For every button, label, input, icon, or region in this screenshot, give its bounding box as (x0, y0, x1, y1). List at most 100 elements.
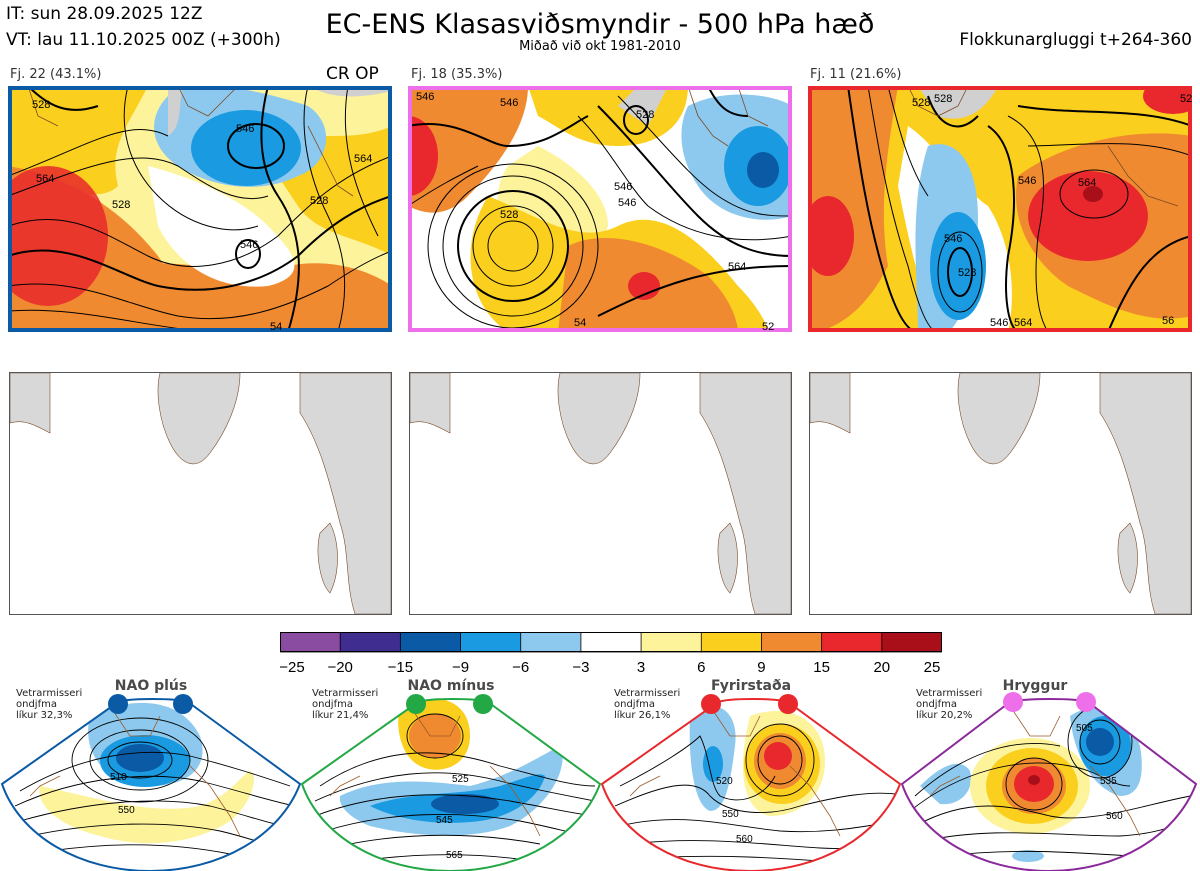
chart-subtitle: Miðað við okt 1981-2010 (519, 39, 681, 54)
regime-nao-plus: NAO plús Vetrarmisseri ondjfma líkur 32,… (0, 676, 302, 871)
colorbar-swatch (399, 632, 462, 653)
cluster-map-3-svg: 528 528 546 564 546 528 546 564 56 52 (808, 86, 1192, 332)
cluster-3-contour-label: 528 (912, 97, 930, 109)
regime-1-frame (0, 698, 302, 871)
regime-2-map: 525 545 565 (300, 694, 602, 871)
regime-1-contour-label-1: 510 (110, 772, 127, 783)
regime-4-contour-label-2: 535 (1100, 776, 1117, 787)
cluster-3-contour-label: 564 (1078, 177, 1096, 189)
regime-3-marker-left (701, 694, 721, 714)
chart-title: EC-ENS Klasasviðsmyndir - 500 hPa hæð (325, 9, 875, 40)
colorbar-tick-label: −3 (572, 659, 589, 676)
cluster-2-contour-label: 528 (636, 109, 654, 121)
cluster-1-contour-label: 546 (240, 239, 258, 251)
regime-3-note-line-1: Vetrarmisseri (614, 688, 681, 699)
cluster-3-contour-label: 52 (1180, 93, 1192, 105)
regime-3-name: Fyrirstaða (710, 678, 792, 694)
regime-2-note-line-3: líkur 21,4% (312, 710, 369, 721)
cluster-3-label: Fj. 11 (21.6%) (810, 67, 902, 82)
regime-3-map: 520 550 560 (600, 694, 902, 871)
cluster-3-frame (808, 86, 1192, 332)
regime-2-note: Vetrarmisseri ondjfma líkur 21,4% (312, 688, 378, 721)
colorbar-swatch (821, 632, 883, 653)
regime-4-name: Hryggur (1002, 678, 1068, 694)
regime-1-marker-left (108, 694, 128, 714)
regime-2-contour-label-2: 545 (436, 815, 453, 826)
cluster-3-contour-label: 528 (958, 267, 976, 279)
regime-2-note-line-2: ondjfma (312, 699, 353, 710)
regime-2-note-line-1: Vetrarmisseri (312, 688, 379, 699)
regime-1-note-line-3: líkur 32,3% (16, 710, 73, 721)
initial-time: IT: sun 28.09.2025 12Z (6, 4, 203, 24)
cluster-2-contour-label: 546 (614, 181, 632, 193)
regime-2-frame (300, 698, 602, 871)
cluster-1-label: Fj. 22 (43.1%) (10, 67, 102, 82)
regime-1-map: 510 550 (0, 694, 302, 871)
empty-map-2 (409, 372, 792, 615)
colorbar-swatch (460, 632, 522, 653)
cluster-2-contour-label: 546 (500, 97, 518, 109)
regime-blocking: Fyrirstaða Vetrarmisseri ondjfma líkur 2… (600, 676, 902, 871)
regime-4-contour-label-1: 505 (1076, 723, 1093, 734)
regime-nao-minus: NAO mínus Vetrarmisseri ondjfma líkur 21… (300, 676, 602, 871)
cluster-3-contour-label: 546 (944, 233, 962, 245)
colorbar-swatch (881, 632, 942, 653)
cluster-1-frame (8, 86, 392, 332)
cluster-2-contour-label: 52 (762, 321, 774, 332)
colorbar-swatch (339, 632, 402, 653)
colorbar-tick-label: 6 (697, 659, 705, 676)
cluster-map-2: 546 546 528 528 546 564 54 546 52 (408, 86, 792, 332)
empty-map-3 (809, 372, 1192, 615)
colorbar-swatch (700, 632, 763, 653)
cluster-2-contour-label: 546 (618, 197, 636, 209)
colorbar-swatch (280, 632, 342, 653)
cluster-3-contour-label: 564 (1014, 317, 1032, 329)
colorbar-outline (280, 632, 942, 652)
colorbar-tick-label: −9 (452, 659, 469, 676)
regime-1-contour-label-2: 550 (118, 805, 135, 816)
colorbar: −25 −20 −15 −9 −6 −3 3 6 9 15 20 25 (280, 632, 942, 676)
colorbar-swatch (640, 632, 703, 653)
cluster-1-contour-label: 528 (310, 195, 328, 207)
cluster-1-contour-label: 564 (36, 173, 54, 185)
cluster-2-label: Fj. 18 (35.3%) (411, 67, 503, 82)
regime-3-contour-label-1: 520 (716, 776, 733, 787)
regime-4-note: Vetrarmisseri ondjfma líkur 20,2% (916, 688, 982, 721)
colorbar-tick-label: 9 (757, 659, 765, 676)
cluster-1-contour-label: 546 (236, 123, 254, 135)
regime-4-note-line-3: líkur 20,2% (916, 710, 973, 721)
cluster-2-contour-label: 54 (574, 317, 586, 329)
cluster-3-contour-label: 546 (990, 317, 1008, 329)
regime-2-name: NAO mínus (407, 678, 495, 694)
valid-time: VT: lau 11.10.2025 00Z (+300h) (6, 30, 281, 50)
empty-map-2-svg (410, 373, 791, 614)
empty-map-3-svg (810, 373, 1191, 614)
regime-4-map: 505 535 560 (900, 692, 1198, 871)
colorbar-tick-label: 3 (637, 659, 645, 676)
regime-2-marker-right (473, 694, 493, 714)
regime-2-contour-label-3: 565 (446, 850, 463, 861)
regime-2-marker-left (406, 694, 426, 714)
regime-1-note-line-1: Vetrarmisseri (16, 688, 83, 699)
cluster-1-contour-label: 528 (112, 199, 130, 211)
regime-3-note-line-3: líkur 26,1% (614, 710, 671, 721)
classification-window: Flokkunargluggi t+264-360 (959, 30, 1192, 50)
regime-3-frame (600, 698, 902, 871)
regime-3-marker-right (778, 694, 798, 714)
regime-4-contour-label-3: 560 (1106, 811, 1123, 822)
regime-ridge: Hryggur Vetrarmisseri ondjfma líkur 20,2… (900, 676, 1200, 871)
cluster-2-contour-label: 564 (728, 261, 746, 273)
colorbar-tick-label: −20 (327, 659, 352, 676)
cluster-map-1-svg: 528 546 564 528 546 564 528 54 (8, 86, 392, 332)
cluster-1-contour-label: 528 (32, 99, 50, 111)
cluster-1-contour-label: 564 (354, 153, 372, 165)
regime-4-marker-right (1076, 692, 1096, 712)
regime-2-contour-label-1: 525 (452, 774, 469, 785)
cluster-3-contour-label: 546 (1018, 175, 1036, 187)
regime-1-name: NAO plús (114, 678, 188, 694)
regime-4-frame (900, 698, 1198, 871)
cluster-2-contour-label: 546 (416, 91, 434, 103)
colorbar-tick-label: 15 (813, 659, 830, 676)
regime-1-marker-right (173, 694, 193, 714)
cluster-map-1: 528 546 564 528 546 564 528 54 (8, 86, 392, 332)
